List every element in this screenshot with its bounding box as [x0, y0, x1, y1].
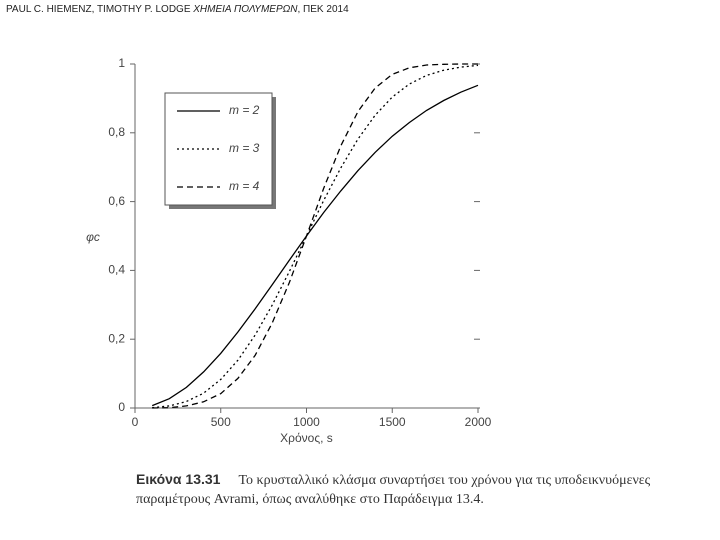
x-tick-label: 1000 — [293, 415, 320, 429]
y-tick-label: 1 — [118, 56, 125, 70]
legend-label: m = 3 — [229, 141, 260, 155]
y-tick-label: 0 — [118, 400, 125, 414]
y-tick-label: 0,6 — [108, 194, 125, 208]
series-line — [152, 64, 479, 409]
header-publisher: , ΠΕΚ 2014 — [297, 4, 349, 15]
x-tick-label: 1500 — [379, 415, 406, 429]
y-tick-label: 0,2 — [108, 331, 125, 345]
legend-label: m = 2 — [229, 103, 260, 117]
x-axis-label: Χρόνος, s — [280, 431, 333, 445]
header-authors: PAUL C. HIEMENZ, TIMOTHY P. LODGE — [6, 4, 191, 15]
header: PAUL C. HIEMENZ, TIMOTHY P. LODGE ΧΗΜΕΙΑ… — [6, 4, 349, 15]
header-book: ΧΗΜΕΙΑ ΠΟΛΥΜΕΡΩΝ — [193, 4, 298, 15]
y-tick-label: 0,8 — [108, 125, 125, 139]
series-line — [152, 63, 478, 409]
caption-label: Εικόνα 13.31 — [136, 471, 221, 487]
y-tick-label: 0,4 — [108, 263, 125, 277]
x-tick-label: 0 — [132, 415, 139, 429]
legend-label: m = 4 — [229, 179, 260, 193]
series-line — [151, 84, 479, 407]
x-tick-label: 500 — [211, 415, 231, 429]
caption-text: Το κρυσταλλικό κλάσμα συναρτήσει του χρό… — [136, 473, 651, 507]
chart: 0 0,2 0,4 0,6 0,8 1 0 500 1000 1500 2000 Χρόνος, s φ… — [86, 56, 492, 445]
caption: Εικόνα 13.31 Το κρυσταλλικό κλάσμα συναρτ… — [136, 470, 676, 509]
y-axis-label: φc — [86, 230, 100, 244]
x-tick-label: 2000 — [465, 415, 492, 429]
